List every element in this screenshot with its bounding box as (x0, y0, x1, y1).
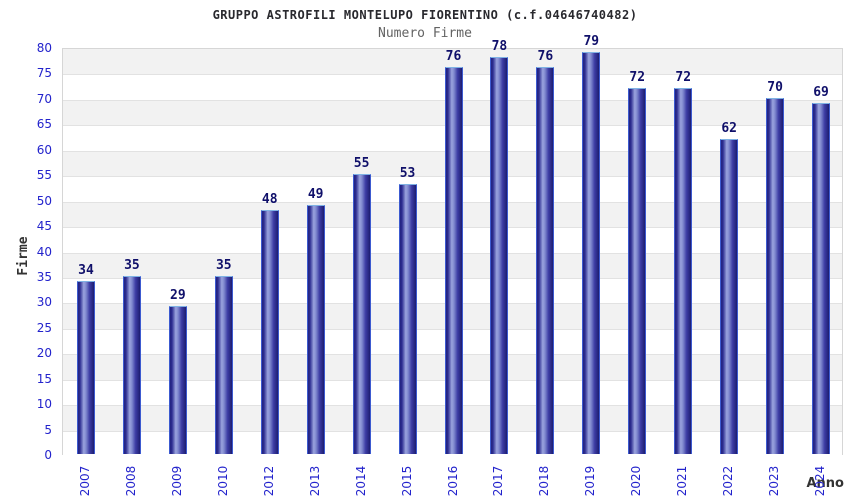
y-tick-label: 25 (36, 320, 52, 335)
plot-area: 34 35 29 35 48 49 55 53 76 78 76 79 72 72 62 70 69 (62, 34, 843, 456)
x-tick-label-2020: 2020 (629, 465, 644, 497)
bar-2024 (812, 102, 831, 454)
bar-value-label: 48 (261, 191, 278, 207)
bar-2014 (352, 174, 371, 454)
y-tick-label: 80 (36, 41, 52, 55)
x-tick-label-2016: 2016 (445, 465, 460, 497)
x-tick-label-2017: 2017 (491, 465, 506, 497)
x-tick-label-2018: 2018 (537, 465, 552, 497)
y-tick-label: 40 (36, 244, 52, 259)
chart-subtitle: Numero Firme (378, 26, 472, 41)
bar-2009 (168, 306, 187, 454)
bar-2021 (674, 87, 693, 454)
bar-value-label: 72 (629, 69, 646, 85)
bar-value-label: 55 (353, 156, 370, 172)
x-tick-label-2019: 2019 (583, 465, 598, 497)
y-tick-label: 65 (36, 117, 52, 132)
y-tick-label: 15 (36, 371, 52, 386)
y-tick-label: 45 (36, 219, 52, 234)
bar-2020 (628, 87, 647, 454)
bar-2008 (122, 275, 141, 454)
bar-2018 (536, 67, 555, 454)
bar-value-label: 34 (78, 263, 94, 279)
bar-2007 (76, 281, 95, 454)
y-tick-label: 5 (44, 422, 52, 437)
bar-2013 (306, 204, 325, 454)
x-tick-label-2024: 2024 (813, 465, 828, 497)
x-tick-label-2013: 2013 (307, 465, 322, 497)
bar-value-label: 35 (215, 257, 232, 273)
x-tick-label-2007: 2007 (77, 465, 92, 497)
y-tick-label: 30 (36, 295, 52, 310)
y-tick-label: 50 (36, 193, 52, 208)
bar-2015 (398, 184, 417, 454)
bar-value-label: 72 (675, 69, 692, 85)
bar-value-label: 69 (813, 84, 829, 100)
y-tick-label: 70 (36, 91, 52, 106)
bar-value-label: 79 (583, 34, 600, 50)
y-tick-label: 35 (36, 269, 52, 284)
bar-value-label: 78 (491, 39, 508, 55)
bar-2019 (582, 52, 601, 454)
bar-value-label: 49 (307, 186, 324, 202)
bar-value-label: 35 (124, 257, 140, 273)
bar-2016 (444, 67, 463, 454)
x-tick-label-2009: 2009 (169, 465, 184, 497)
bar-value-label: 70 (767, 79, 783, 95)
y-tick-label: 60 (36, 142, 52, 157)
bar-2012 (260, 209, 279, 454)
bar-value-label: 53 (399, 166, 416, 182)
chart-title: GRUPPO ASTROFILI MONTELUPO FIORENTINO (c… (212, 8, 638, 22)
bar-2022 (720, 138, 739, 454)
x-tick-label-2021: 2021 (675, 465, 690, 497)
bar-value-label: 76 (445, 49, 462, 65)
y-tick-label: 20 (36, 346, 52, 361)
x-tick-label-2022: 2022 (721, 465, 736, 497)
bar-2023 (766, 97, 785, 454)
x-tick-label-2010: 2010 (215, 465, 230, 497)
bar-value-label: 29 (170, 288, 186, 304)
x-axis-title: Anno (806, 476, 844, 491)
x-tick-label-2023: 2023 (767, 465, 782, 497)
bar-2017 (490, 57, 509, 454)
y-tick-label: 75 (36, 66, 52, 81)
bar-value-label: 76 (537, 49, 554, 65)
bar-value-label: 62 (721, 120, 737, 136)
y-tick-label: 55 (36, 168, 52, 183)
y-tick-label: 10 (36, 397, 52, 412)
y-tick-label: 0 (44, 448, 52, 462)
x-tick-label-2015: 2015 (399, 465, 414, 497)
x-tick-label-2008: 2008 (123, 465, 138, 497)
x-tick-label-2012: 2012 (261, 465, 276, 497)
bar-2010 (214, 275, 233, 454)
x-tick-label-2014: 2014 (353, 465, 368, 497)
